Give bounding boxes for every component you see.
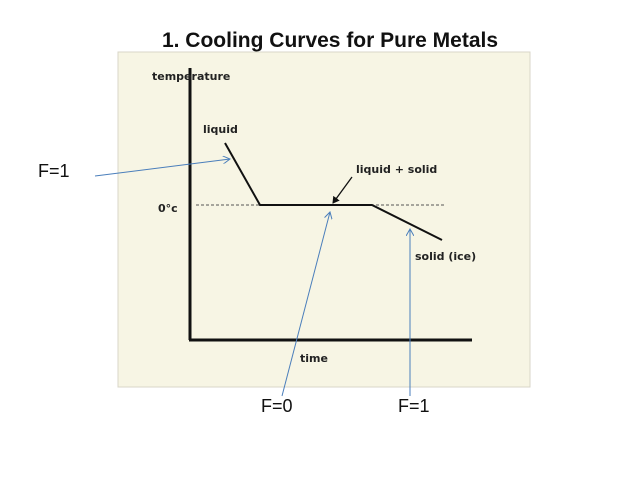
x-axis-label: time — [300, 352, 328, 365]
diagram-background — [117, 51, 531, 388]
annotation: F=1 — [38, 161, 70, 181]
annotation-arrow — [94, 159, 230, 177]
annotation: F=0 — [261, 396, 293, 416]
region-label: solid (ice) — [415, 250, 476, 263]
annotation-arrow — [281, 212, 330, 397]
cooling-curve — [224, 142, 443, 241]
annotation: F=1 — [398, 396, 430, 416]
pointer-arrow — [332, 176, 353, 204]
slide-title: 1. Cooling Curves for Pure Metals — [162, 29, 498, 52]
region-label: liquid + solid — [356, 163, 437, 176]
region-label: liquid — [203, 123, 238, 136]
y-axis-label: temperature — [152, 70, 230, 83]
reference-label: 0°c — [158, 202, 178, 215]
